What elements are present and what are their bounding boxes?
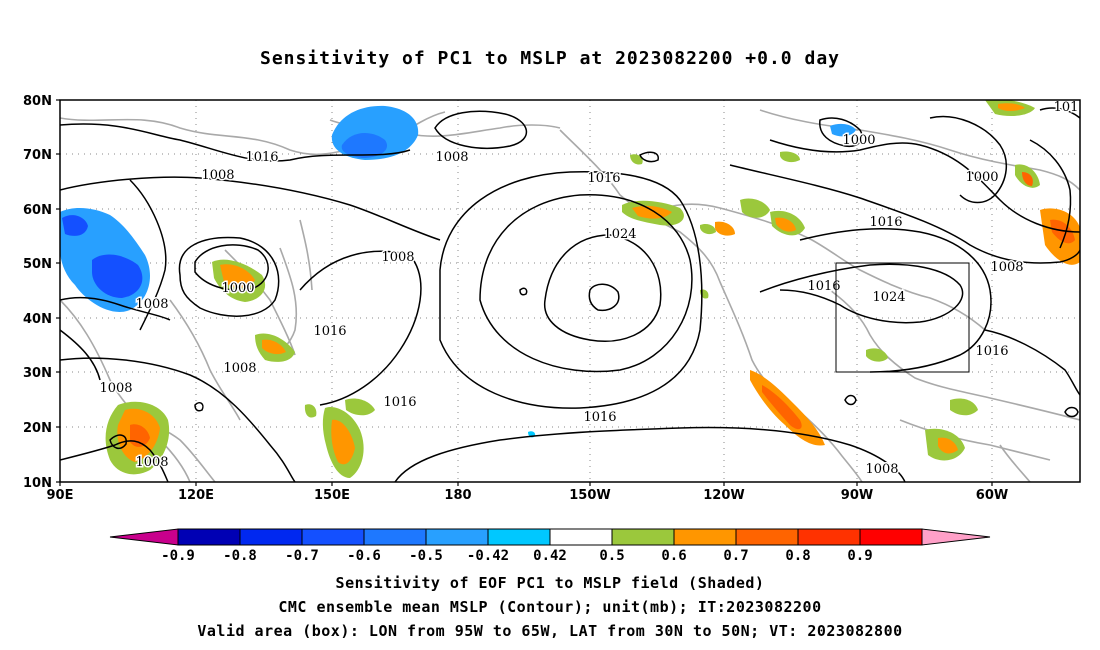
shaded-negative bbox=[60, 105, 856, 438]
lat-label-70n: 70N bbox=[23, 148, 52, 163]
contour-label-1016-ne: 1016 bbox=[869, 215, 902, 230]
colorbar-box bbox=[177, 528, 241, 546]
longitude-labels: 90E 120E 150E 180 150W 120W 90W 60W bbox=[47, 488, 1009, 503]
contour-label-1008-w: 1008 bbox=[201, 168, 234, 183]
contour-label-1000-nw: 1000 bbox=[221, 281, 254, 296]
lon-label-150w: 150W bbox=[569, 488, 610, 503]
coastlines bbox=[60, 109, 1080, 482]
colorbar-box bbox=[735, 528, 799, 546]
colorbar-tick-label: -0.42 bbox=[467, 548, 509, 564]
lon-label-120w: 120W bbox=[703, 488, 744, 503]
colorbar-under-triangle bbox=[109, 528, 179, 546]
lon-label-60w: 60W bbox=[976, 488, 1008, 503]
lon-label-180: 180 bbox=[444, 488, 471, 503]
caption-line-2: CMC ensemble mean MSLP (Contour); unit(m… bbox=[278, 598, 822, 616]
contour-label-1016-se: 1016 bbox=[975, 344, 1008, 359]
colorbar-tick-label: 0.8 bbox=[785, 548, 810, 564]
contour-label-1024-c: 1024 bbox=[603, 227, 636, 242]
contour-label-1008-s: 1008 bbox=[135, 455, 168, 470]
contour-label-1016-sw: 1016 bbox=[313, 324, 346, 339]
colorbar-over-triangle bbox=[921, 528, 991, 546]
axis-ticks bbox=[56, 99, 993, 486]
colorbar-tick-label: -0.8 bbox=[223, 548, 257, 564]
valid-area-box bbox=[835, 262, 970, 373]
lat-label-10n: 10N bbox=[23, 476, 52, 491]
colorbar: -0.9 -0.8 -0.7 -0.6 -0.5 -0.42 0.42 0.5 0.6 0.7 0.… bbox=[109, 528, 991, 564]
mslp-contours bbox=[60, 107, 1080, 482]
latitude-labels: 80N 70N 60N 50N 40N 30N 20N 10N bbox=[23, 94, 52, 491]
contour-label-1016-c2: 1016 bbox=[383, 395, 416, 410]
lon-label-150e: 150E bbox=[314, 488, 350, 503]
colorbar-tick-label: -0.6 bbox=[347, 548, 381, 564]
lon-label-90e: 90E bbox=[47, 488, 74, 503]
caption-line-3: Valid area (box): LON from 95W to 65W, L… bbox=[197, 622, 903, 640]
colorbar-box bbox=[239, 528, 303, 546]
contour-label-1016-sc: 1016 bbox=[583, 410, 616, 425]
colorbar-box bbox=[611, 528, 675, 546]
colorbar-box bbox=[363, 528, 427, 546]
contour-label-1016-nc: 1016 bbox=[587, 171, 620, 186]
lon-label-90w: 90W bbox=[841, 488, 873, 503]
contour-label-101-ne: 101 bbox=[1054, 100, 1079, 115]
map-frame bbox=[59, 99, 1081, 483]
colorbar-tick-label: 0.9 bbox=[847, 548, 872, 564]
colorbar-tick-label: -0.5 bbox=[409, 548, 443, 564]
lon-label-120e: 120E bbox=[178, 488, 214, 503]
lat-label-30n: 30N bbox=[23, 366, 52, 381]
contour-label-1008-sw: 1008 bbox=[223, 361, 256, 376]
contour-label-1008-nw: 1008 bbox=[135, 297, 168, 312]
colorbar-tick-label: 0.7 bbox=[723, 548, 748, 564]
lat-label-20n: 20N bbox=[23, 421, 52, 436]
colorbar-tick-label: 0.6 bbox=[661, 548, 686, 564]
colorbar-box bbox=[673, 528, 737, 546]
lat-label-80n: 80N bbox=[23, 94, 52, 109]
colorbar-tick-label: 0.42 bbox=[533, 548, 567, 564]
contour-label-1016-w: 1016 bbox=[245, 150, 278, 165]
caption-line-1: Sensitivity of EOF PC1 to MSLP field (Sh… bbox=[335, 574, 765, 592]
contour-label-1008-se: 1008 bbox=[865, 462, 898, 477]
colorbar-box bbox=[425, 528, 489, 546]
contour-label-1008-w2: 1008 bbox=[99, 381, 132, 396]
contour-label-1000-ne2: 1000 bbox=[965, 170, 998, 185]
colorbar-tick-label: 0.5 bbox=[599, 548, 624, 564]
map-title: Sensitivity of PC1 to MSLP at 2023082200… bbox=[259, 48, 840, 69]
contour-label-1016-e: 1016 bbox=[807, 279, 840, 294]
colorbar-box bbox=[301, 528, 365, 546]
colorbar-box bbox=[549, 528, 613, 546]
lat-label-50n: 50N bbox=[23, 257, 52, 272]
colorbar-box bbox=[859, 528, 923, 546]
contour-label-1008-c: 1008 bbox=[381, 250, 414, 265]
contour-label-1024-e: 1024 bbox=[872, 290, 905, 305]
contour-label-1000-ne: 1000 bbox=[842, 133, 875, 148]
contour-labels: 1016 1008 1008 1000 1008 1016 1024 1008 1008 1008… bbox=[98, 100, 1080, 479]
contour-label-1008-e: 1008 bbox=[990, 260, 1023, 275]
colorbar-tick-label: -0.9 bbox=[161, 548, 195, 564]
lat-label-60n: 60N bbox=[23, 203, 52, 218]
shaded-positive bbox=[105, 100, 1080, 478]
colorbar-tick-label: -0.7 bbox=[285, 548, 319, 564]
colorbar-box bbox=[797, 528, 861, 546]
lat-label-40n: 40N bbox=[23, 312, 52, 327]
colorbar-box bbox=[487, 528, 551, 546]
map-plot-area: 1016 1008 1008 1000 1008 1016 1024 1008 1008 1008… bbox=[60, 100, 1080, 482]
contour-label-1008-nc: 1008 bbox=[435, 150, 468, 165]
